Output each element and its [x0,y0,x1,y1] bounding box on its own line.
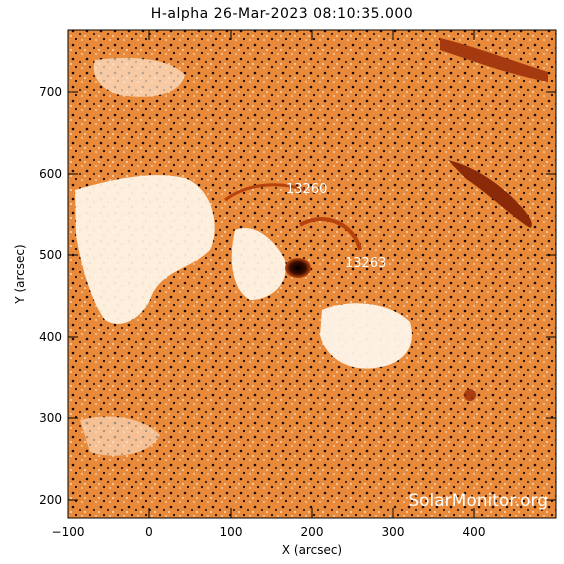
y-ticks [68,91,556,501]
plage-region-lower [320,303,412,369]
x-tick-label: 400 [463,525,486,539]
ar-label-13260: 13260 [286,182,327,197]
y-tick-labels: 200 300 400 500 600 700 [39,85,62,507]
x-tick-label: 100 [220,525,243,539]
sunspot [285,258,311,278]
solarmonitor-watermark: SolarMonitor.org [408,491,548,511]
active-region-labels: 13260 13263 [286,182,386,271]
y-axis-title: Y (arcsec) [13,244,27,304]
ar-label-13263: 13263 [345,256,386,271]
x-tick-label: 300 [382,525,405,539]
filament-arc [224,183,306,202]
y-tick-label: 400 [39,330,62,344]
filament-top-right [440,38,548,82]
plage-fragment-lower-left [80,416,160,456]
plage-region-left [75,175,215,324]
y-tick-label: 500 [39,248,62,262]
y-tick-label: 300 [39,411,62,425]
bright-kernel [464,389,476,401]
y-tick-label: 200 [39,493,62,507]
filament-upper-right [448,160,532,228]
solar-image [68,30,556,518]
plage-region-center [231,228,286,300]
filament-swirl [298,217,362,251]
x-ticks [67,30,475,518]
image-title: H-alpha 26-Mar-2023 08:10:35.000 [150,6,414,22]
plage-fragment-upper [93,57,185,97]
x-axis-title: X (arcsec) [282,543,342,557]
x-tick-label: 0 [145,525,153,539]
x-tick-labels: −100 0 100 200 300 400 [52,525,486,539]
y-tick-label: 700 [39,85,62,99]
x-tick-label: −100 [52,525,85,539]
y-tick-label: 600 [39,167,62,181]
x-tick-label: 200 [301,525,324,539]
